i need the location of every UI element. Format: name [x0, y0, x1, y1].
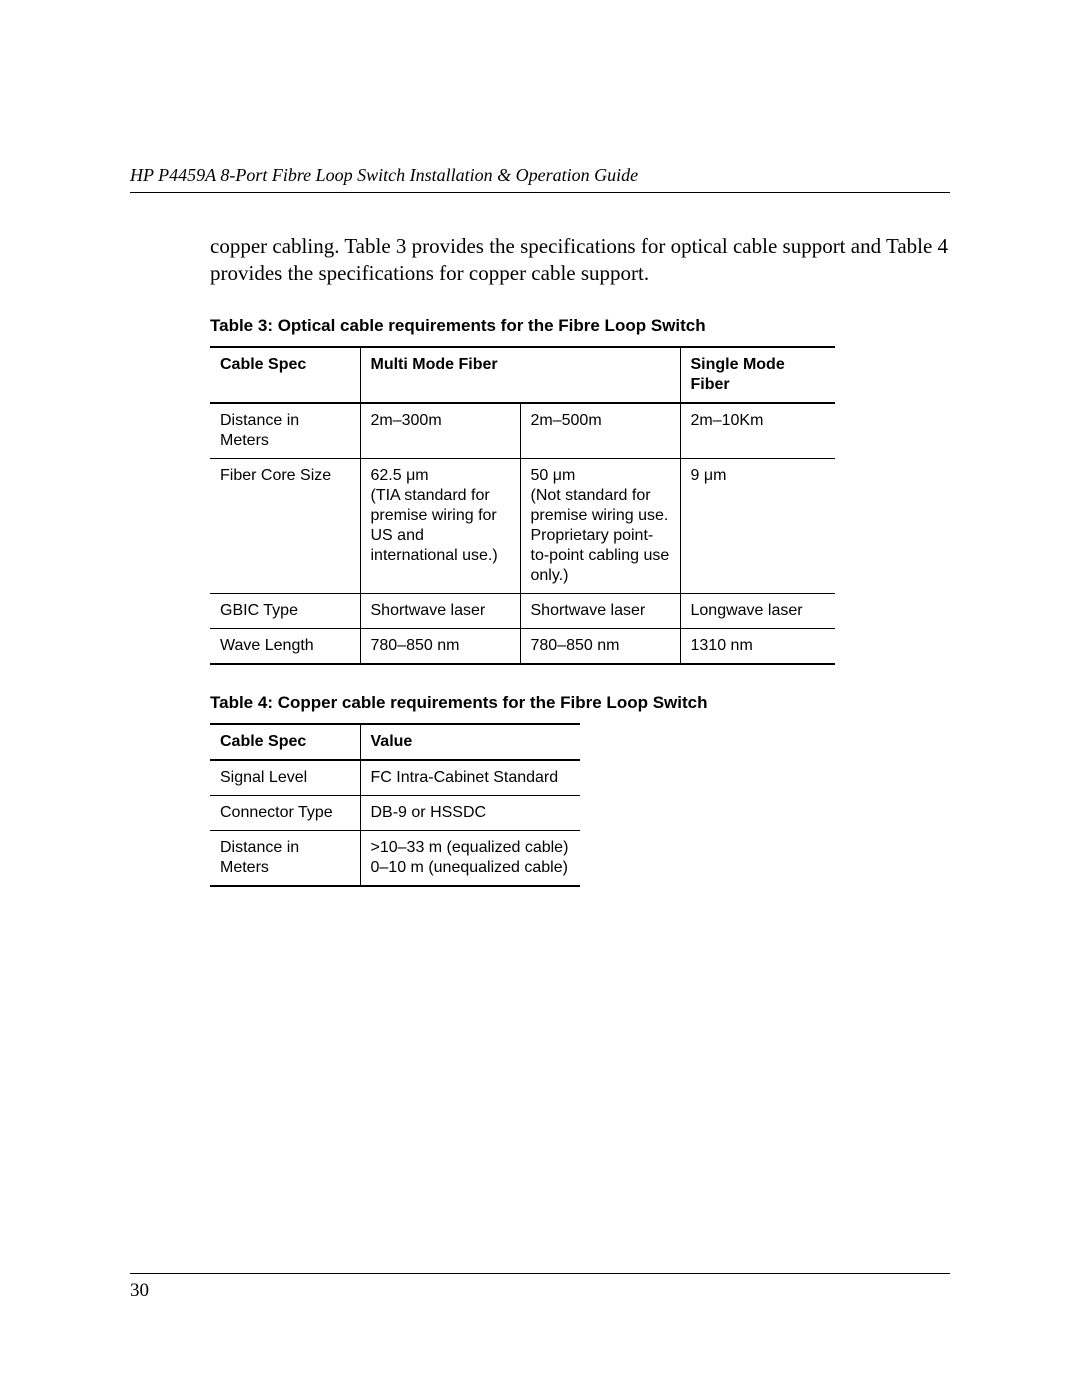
cell: 62.5 μm(TIA standard for premise wiring … [360, 458, 520, 593]
table-row: Connector Type DB-9 or HSSDC [210, 795, 580, 830]
cell: 2m–500m [520, 403, 680, 459]
t4-h1: Cable Spec [210, 724, 360, 760]
cell: 9 μm [680, 458, 835, 593]
cell: GBIC Type [210, 593, 360, 628]
cell: Longwave laser [680, 593, 835, 628]
table3-caption: Table 3: Optical cable requirements for … [210, 316, 950, 336]
page-number: 30 [130, 1280, 950, 1302]
cell: 50 μm(Not standard for premise wiring us… [520, 458, 680, 593]
cell: 780–850 nm [360, 628, 520, 664]
table-copper-cable: Cable Spec Value Signal Level FC Intra-C… [210, 723, 580, 887]
table-row: Wave Length 780–850 nm 780–850 nm 1310 n… [210, 628, 835, 664]
page-content: copper cabling. Table 3 provides the spe… [130, 233, 950, 887]
table-row: Fiber Core Size 62.5 μm(TIA standard for… [210, 458, 835, 593]
cell: Shortwave laser [520, 593, 680, 628]
t3-h3: Single Mode Fiber [680, 347, 835, 403]
t4-h2: Value [360, 724, 580, 760]
cell: 2m–10Km [680, 403, 835, 459]
intro-paragraph: copper cabling. Table 3 provides the spe… [210, 233, 950, 288]
table4-caption: Table 4: Copper cable requirements for t… [210, 693, 950, 713]
cell: 2m–300m [360, 403, 520, 459]
cell: 780–850 nm [520, 628, 680, 664]
table-optical-cable: Cable Spec Multi Mode Fiber Single Mode … [210, 346, 835, 665]
header-rule [130, 192, 950, 193]
cell: Signal Level [210, 760, 360, 796]
cell: DB-9 or HSSDC [360, 795, 580, 830]
table-row: Signal Level FC Intra-Cabinet Standard [210, 760, 580, 796]
cell: Fiber Core Size [210, 458, 360, 593]
cell: >10–33 m (equalized cable)0–10 m (unequa… [360, 830, 580, 886]
footer-rule [130, 1273, 950, 1274]
cell: 1310 nm [680, 628, 835, 664]
cell: Connector Type [210, 795, 360, 830]
table-row: Distance in Meters >10–33 m (equalized c… [210, 830, 580, 886]
page-footer: 30 [130, 1273, 950, 1302]
cell: Distance in Meters [210, 830, 360, 886]
cell: Shortwave laser [360, 593, 520, 628]
cell: FC Intra-Cabinet Standard [360, 760, 580, 796]
cell: Distance in Meters [210, 403, 360, 459]
table-row: Distance in Meters 2m–300m 2m–500m 2m–10… [210, 403, 835, 459]
cell: Wave Length [210, 628, 360, 664]
t3-h1: Cable Spec [210, 347, 360, 403]
t3-h2: Multi Mode Fiber [360, 347, 680, 403]
running-header: HP P4459A 8-Port Fibre Loop Switch Insta… [130, 165, 950, 186]
table-row: GBIC Type Shortwave laser Shortwave lase… [210, 593, 835, 628]
